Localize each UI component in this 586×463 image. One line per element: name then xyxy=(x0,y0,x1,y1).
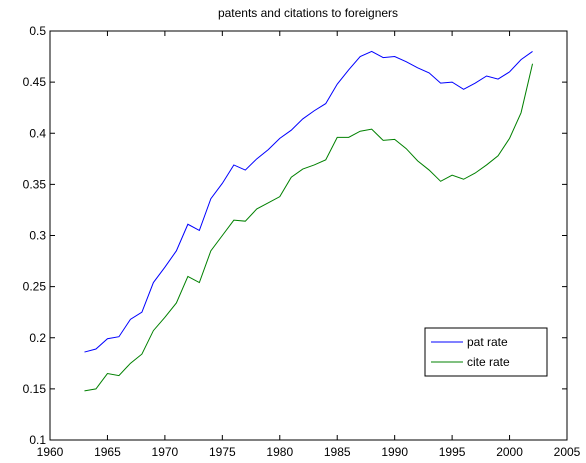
y-tick-label: 0.2 xyxy=(29,331,46,345)
legend-label: cite rate xyxy=(467,355,510,369)
x-tick-label: 1980 xyxy=(266,445,293,459)
x-tick-label: 1965 xyxy=(94,445,121,459)
data-line xyxy=(84,50,533,353)
y-tick-label: 0.45 xyxy=(23,75,47,89)
y-tick-label: 0.3 xyxy=(29,229,46,243)
y-tick-label: 0.1 xyxy=(29,433,46,447)
x-tick-label: 1960 xyxy=(37,445,64,459)
y-tick-label: 0.5 xyxy=(29,24,46,38)
legend-label: pat rate xyxy=(467,335,508,349)
data-line xyxy=(84,63,534,392)
x-tick-label: 1970 xyxy=(152,445,179,459)
x-tick-label: 1995 xyxy=(439,445,466,459)
chart-title: patents and citations to foreigners xyxy=(218,6,398,20)
legend-box xyxy=(424,327,548,377)
x-tick-label: 1975 xyxy=(209,445,236,459)
y-tick-label: 0.35 xyxy=(23,177,47,191)
x-tick-label: 1990 xyxy=(381,445,408,459)
y-tick-label: 0.15 xyxy=(23,382,47,396)
x-tick-label: 1985 xyxy=(324,445,351,459)
plot-area xyxy=(49,30,568,441)
x-tick-label: 2005 xyxy=(554,445,581,459)
x-tick-label: 2000 xyxy=(496,445,523,459)
y-tick-label: 0.25 xyxy=(23,280,47,294)
y-tick-label: 0.4 xyxy=(29,126,46,140)
